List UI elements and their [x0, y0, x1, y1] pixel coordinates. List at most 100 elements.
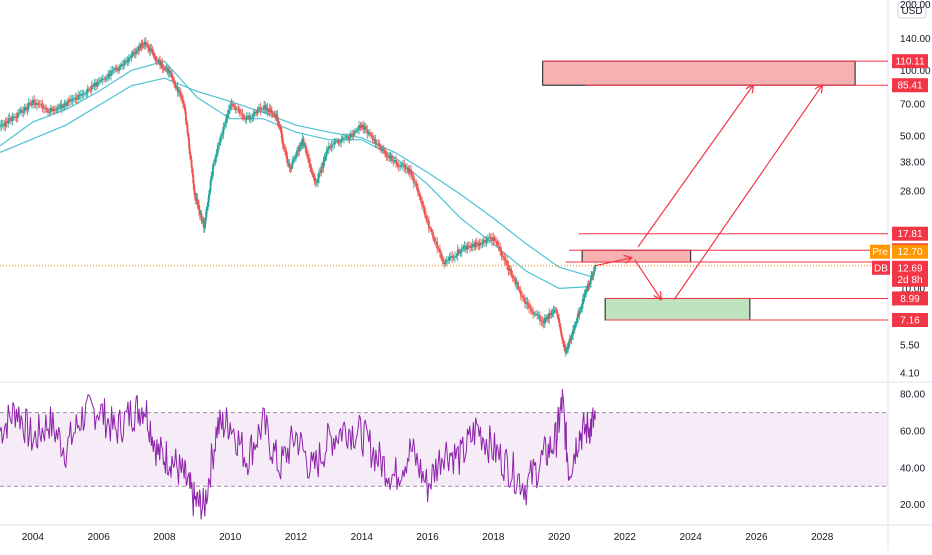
candle-body [571, 334, 574, 337]
candle-body [244, 118, 247, 120]
candle-body [127, 57, 130, 63]
candle-body [292, 158, 295, 160]
candle-body [88, 88, 90, 90]
candle-body [77, 95, 80, 100]
candle-body [496, 241, 499, 246]
candle-body [229, 105, 232, 110]
projection-arrow-3[interactable] [637, 85, 753, 248]
projection-arrow-4[interactable] [673, 85, 822, 300]
candle-body [555, 310, 558, 313]
db-price-label: 12.69 [897, 263, 922, 274]
zones-layer [542, 60, 856, 321]
candle-body [59, 104, 62, 107]
candle-body [104, 78, 107, 80]
candle-body [137, 49, 140, 51]
zone-support[interactable] [604, 297, 751, 321]
candle-body [103, 78, 106, 80]
candle-body [324, 156, 327, 158]
candle-body [48, 111, 51, 113]
candle-body [139, 45, 142, 49]
candle-body [552, 310, 555, 313]
candle-body [121, 64, 123, 67]
price-tick-label: 100.00 [900, 66, 931, 77]
candle-body [56, 108, 59, 110]
candle-body [153, 56, 156, 57]
candle-body [78, 95, 81, 97]
candle-body [212, 165, 214, 176]
candle-body [171, 73, 174, 79]
candle-body [397, 166, 400, 168]
zone-target-start [543, 61, 562, 85]
candle-body [308, 159, 311, 164]
candle-body [232, 103, 234, 107]
candle-body [359, 125, 362, 128]
candle-body [532, 311, 534, 315]
candle-body [207, 194, 210, 203]
candle-body [99, 79, 101, 82]
candle-body [469, 245, 471, 248]
rsi-tick-label: 80.00 [900, 390, 925, 401]
candle-body [82, 93, 85, 95]
candle-body [562, 340, 565, 345]
candle-body [590, 275, 593, 281]
candle-body [319, 172, 322, 174]
candle-body [377, 143, 380, 145]
candle-body [123, 61, 126, 66]
candle-body [458, 249, 460, 254]
time-tick-label: 2004 [22, 532, 45, 543]
candle-body [14, 116, 16, 118]
candle-body [586, 289, 588, 291]
candle-body [441, 258, 444, 261]
candle-body [385, 154, 388, 157]
candle-body [150, 48, 153, 50]
candle-body [178, 90, 181, 93]
candle-body [275, 114, 278, 118]
candle-body [183, 103, 186, 107]
candle-body [289, 168, 292, 170]
candle-body [578, 311, 581, 315]
candle-body [558, 318, 561, 323]
candle-body [434, 241, 437, 243]
projection-arrow-2[interactable] [634, 259, 661, 299]
candle-body [500, 251, 503, 256]
candle-body [283, 144, 285, 150]
candle-body [247, 115, 249, 118]
candle-body [471, 243, 474, 247]
candle-body [579, 308, 582, 312]
price-tick-label: 4.10 [900, 368, 920, 379]
candle-body [392, 160, 395, 162]
candle-body [444, 261, 447, 265]
zone-resistance-start [582, 250, 589, 262]
premarket-price-tag [892, 244, 928, 259]
currency-badge[interactable] [897, 1, 927, 19]
candle-body [586, 283, 589, 290]
candle-body [537, 315, 540, 316]
candle-body [414, 182, 417, 184]
rsi-layer [0, 388, 888, 520]
candle-body [86, 88, 89, 93]
candle-body [358, 125, 360, 131]
zone-target[interactable] [542, 60, 856, 86]
candle-body [400, 165, 403, 167]
time-tick-label: 2022 [614, 532, 637, 543]
candle-body [474, 242, 477, 248]
candle-body [300, 143, 303, 147]
candle-body [317, 178, 319, 183]
projection-arrow-1[interactable] [595, 258, 631, 267]
candle-body [262, 108, 265, 110]
zone-resistance[interactable] [581, 249, 692, 263]
candle-body [190, 159, 193, 168]
candle-body [151, 48, 154, 52]
candle-body [19, 109, 22, 112]
candle-body [93, 82, 96, 87]
candle-body [193, 190, 196, 197]
candle-body [230, 103, 233, 106]
candle-body [206, 206, 209, 210]
candle-body [288, 162, 291, 169]
candle-body [266, 107, 269, 112]
candle-body [30, 102, 33, 106]
candle-body [64, 103, 67, 107]
candle-body [417, 187, 419, 194]
